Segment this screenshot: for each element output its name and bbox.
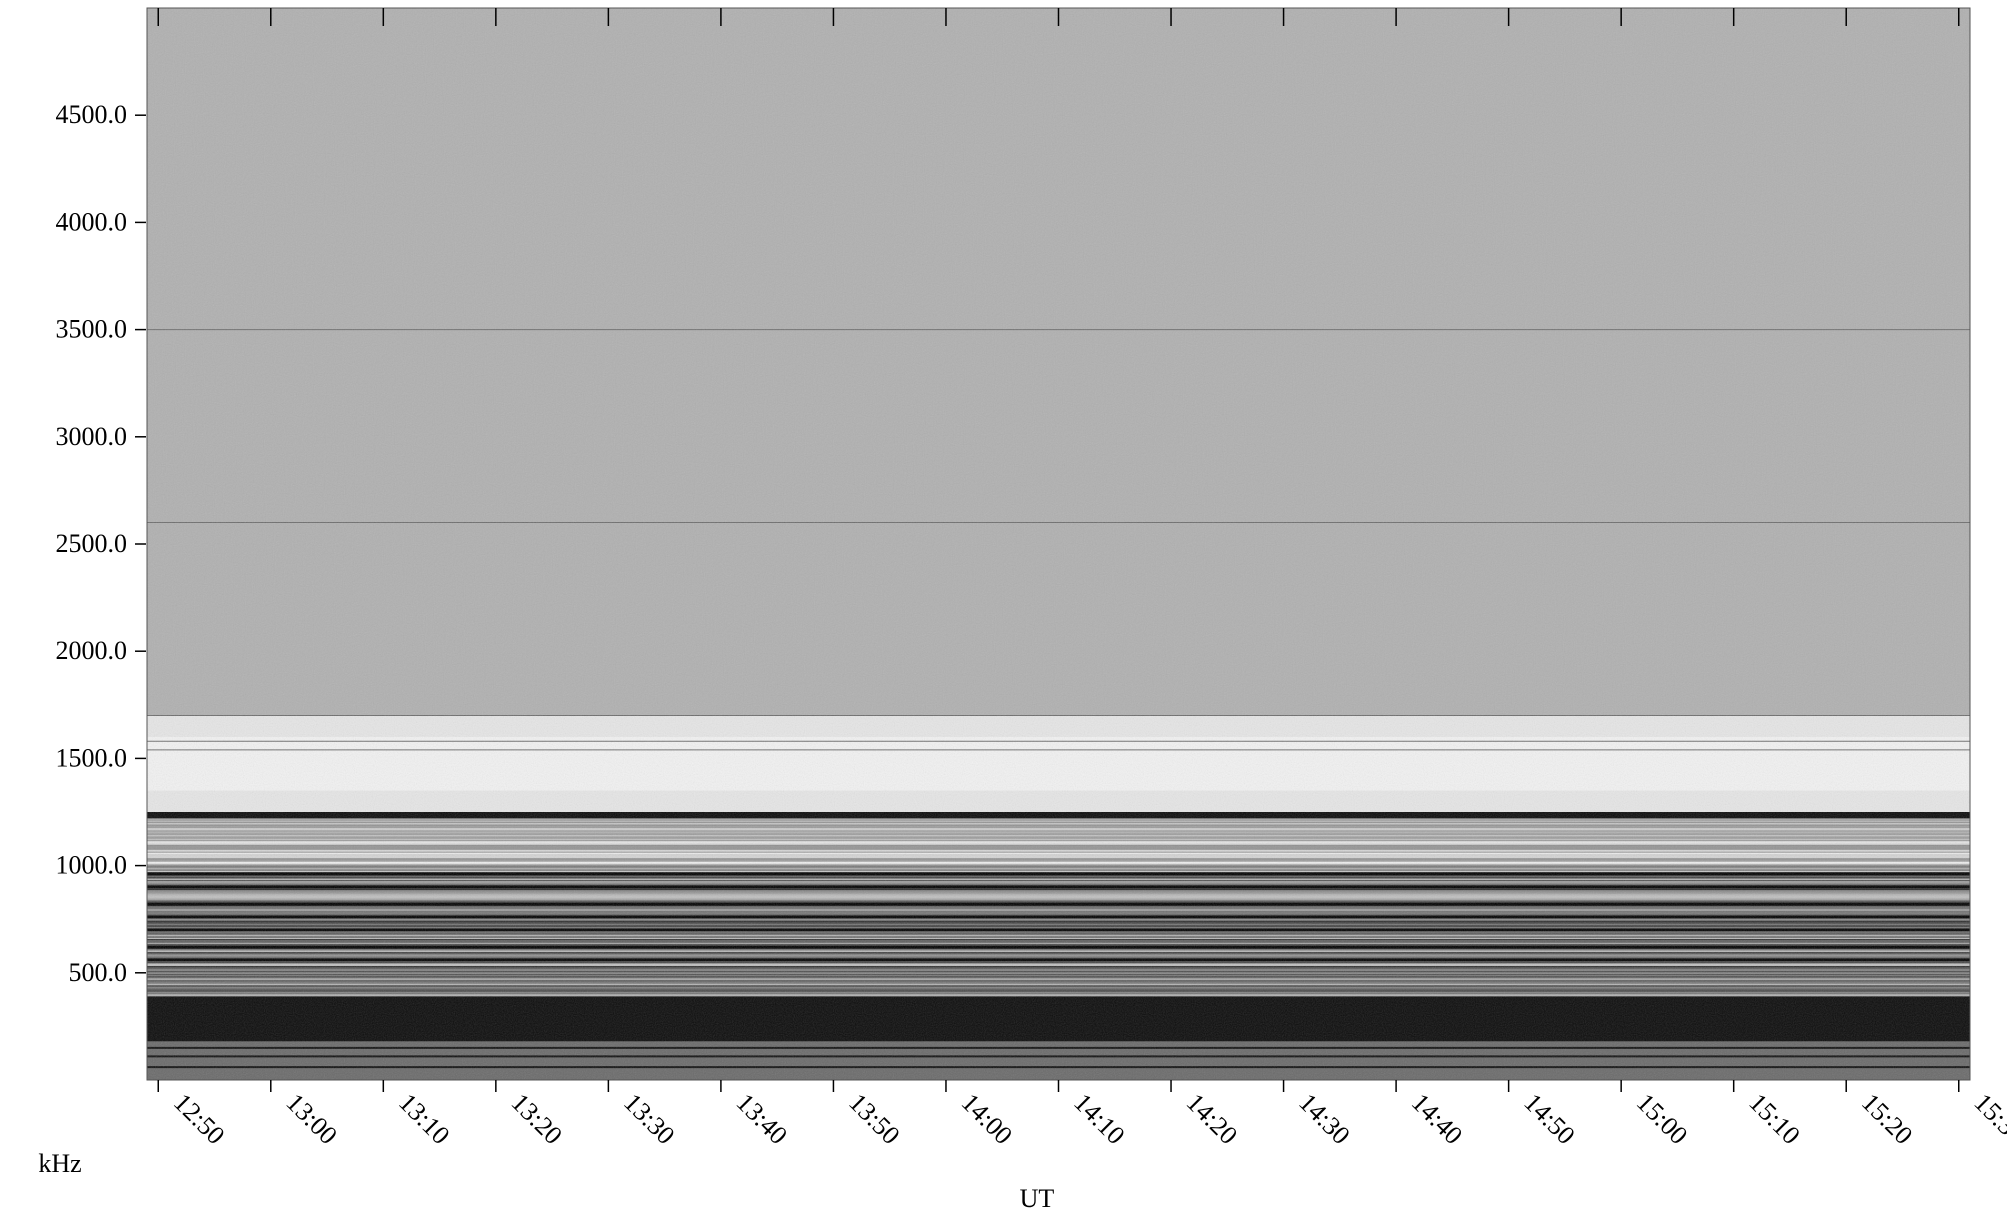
y-tick-label: 1500.0	[56, 743, 128, 772]
x-tick-label: 13:00	[281, 1088, 343, 1150]
x-tick-label: 14:30	[1293, 1088, 1355, 1150]
x-tick-label: 14:50	[1518, 1088, 1580, 1150]
y-tick-label: 4500.0	[56, 100, 128, 129]
x-tick-label: 13:50	[843, 1088, 905, 1150]
x-tick-label: 15:30	[1969, 1088, 2007, 1150]
x-tick-label: 13:20	[506, 1088, 568, 1150]
x-tick-label: 12:50	[168, 1088, 230, 1150]
x-tick-label: 15:20	[1856, 1088, 1918, 1150]
y-axis-label: kHz	[38, 1149, 81, 1178]
noise-texture	[147, 8, 1970, 1080]
y-tick-label: 3500.0	[56, 315, 128, 344]
x-tick-label: 13:30	[618, 1088, 680, 1150]
y-tick-label: 1000.0	[56, 851, 128, 880]
x-tick-label: 14:20	[1181, 1088, 1243, 1150]
y-tick-label: 4000.0	[56, 207, 128, 236]
x-tick-label: 14:00	[956, 1088, 1018, 1150]
x-tick-label: 14:10	[1068, 1088, 1130, 1150]
x-tick-label: 14:40	[1406, 1088, 1468, 1150]
x-tick-label: 13:40	[731, 1088, 793, 1150]
x-axis-label: UT	[1020, 1184, 1055, 1213]
y-tick-label: 3000.0	[56, 422, 128, 451]
y-tick-label: 2000.0	[56, 636, 128, 665]
y-tick-label: 2500.0	[56, 529, 128, 558]
x-tick-label: 15:10	[1743, 1088, 1805, 1150]
x-tick-label: 15:00	[1631, 1088, 1693, 1150]
y-tick-label: 500.0	[69, 958, 128, 987]
x-tick-label: 13:10	[393, 1088, 455, 1150]
plot-area	[146, 7, 1971, 1081]
y-axis: 500.0 1000.0 1500.0 2000.0 2500.0 3000.0 3500.…	[56, 100, 146, 987]
